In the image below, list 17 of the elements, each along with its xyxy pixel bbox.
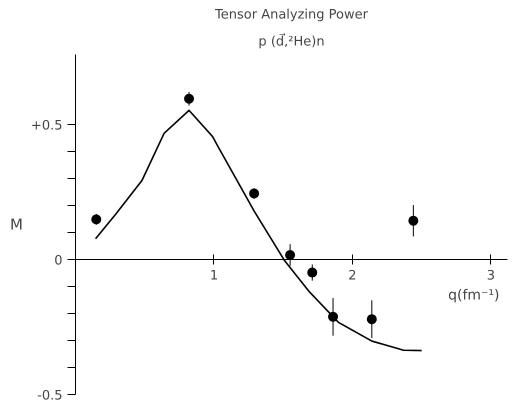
x-axis-title: q(fm⁻¹) xyxy=(448,288,500,304)
point xyxy=(91,214,102,224)
x-tick-label: 2 xyxy=(348,268,357,284)
y-tick-label: 0 xyxy=(54,254,63,269)
x-tick-label: 1 xyxy=(210,268,218,284)
y-axis-title: M xyxy=(10,216,23,234)
point xyxy=(307,268,318,278)
point xyxy=(249,188,260,198)
point xyxy=(285,250,296,260)
point xyxy=(408,216,418,226)
point xyxy=(184,94,194,104)
y-tick-label: +0.5 xyxy=(30,118,63,134)
y-tick-label: -0.5 xyxy=(37,388,63,404)
point xyxy=(366,314,377,324)
chart-subtitle: p (d⃗,²He)n xyxy=(258,33,325,50)
chart-title: Tensor Analyzing Power xyxy=(214,8,369,22)
x-tick-label: 3 xyxy=(486,268,496,284)
